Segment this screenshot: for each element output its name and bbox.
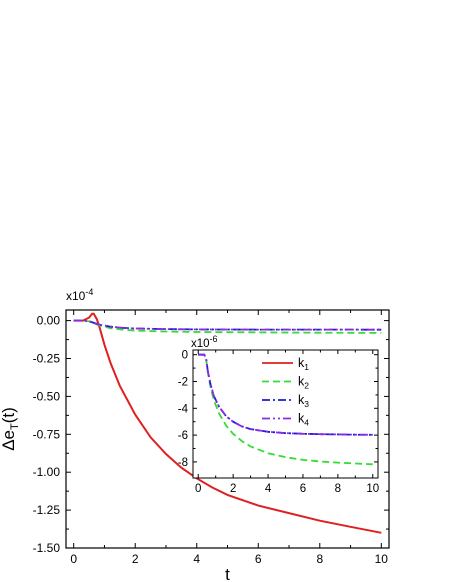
main-x-tick-label: 10 bbox=[375, 552, 389, 566]
main-x-tick-label: 6 bbox=[255, 552, 262, 566]
main-x-axis-ticks: 0 2 4 6 8 10 bbox=[70, 310, 388, 566]
inset-y-tick-label: -2 bbox=[178, 376, 188, 388]
inset-series-line-k2 bbox=[198, 353, 373, 466]
main-y-tick-label: -0.25 bbox=[33, 352, 61, 366]
main-axis-multiplier-base: x10 bbox=[66, 289, 86, 303]
legend-label-text: k bbox=[298, 412, 305, 426]
main-axis-multiplier-exponent: -4 bbox=[85, 287, 93, 297]
inset-x-tick-label: 4 bbox=[265, 483, 272, 495]
main-x-axis-title: t bbox=[225, 565, 230, 582]
legend-label-k2: k2 bbox=[298, 375, 309, 391]
main-series-line-k2 bbox=[73, 319, 382, 334]
main-y-tick-label: -0.75 bbox=[33, 427, 61, 441]
legend-label-subscript: 1 bbox=[304, 362, 309, 372]
inset-y-axis-ticks: 0 -2 -4 -6 -8 bbox=[178, 350, 378, 469]
inset-x-tick-label: 0 bbox=[195, 483, 201, 495]
main-chart: 0 2 4 6 8 10 0.00-0.25-0.50-0.75-1.00-1.25-1.… bbox=[0, 287, 390, 582]
inset-x-tick-label: 2 bbox=[230, 483, 236, 495]
inset-series-group bbox=[198, 353, 373, 466]
main-x-tick-label: 8 bbox=[316, 552, 323, 566]
main-x-tick-label: 0 bbox=[70, 552, 77, 566]
main-y-axis-title: ΔeT(t) bbox=[0, 407, 21, 451]
legend-label-k4: k4 bbox=[298, 412, 309, 428]
legend-label-subscript: 2 bbox=[304, 381, 309, 391]
main-y-tick-label: -1.25 bbox=[33, 503, 61, 517]
legend-label-text: k bbox=[298, 393, 305, 407]
main-y-axis-ticks: 0.00 -0.25 -0.50 -0.75 -1.00 -1.25 -1.50 bbox=[33, 314, 389, 555]
main-x-tick-label: 4 bbox=[193, 552, 200, 566]
inset-series-line-k3 bbox=[198, 353, 373, 436]
main-y-tick-label: -1.50 bbox=[33, 541, 61, 555]
main-series-line-k4 bbox=[73, 319, 382, 331]
legend-label-subscript: 4 bbox=[304, 418, 309, 428]
legend-label-k1: k1 bbox=[298, 356, 309, 372]
main-x-tick-label: 2 bbox=[132, 552, 139, 566]
main-y-axis-title-main: Δe bbox=[0, 430, 18, 451]
inset-background bbox=[193, 350, 378, 478]
inset-x-tick-label: 8 bbox=[335, 483, 341, 495]
inset-x-tick-label: 10 bbox=[366, 483, 379, 495]
inset-y-tick-label: -8 bbox=[178, 457, 188, 469]
inset-axis-multiplier-exponent: -6 bbox=[210, 334, 218, 344]
main-y-axis-title-tail: (t) bbox=[0, 407, 18, 423]
legend-label-subscript: 3 bbox=[304, 399, 309, 409]
main-y-axis-title-sub: T bbox=[9, 423, 21, 430]
main-y-tick-label: -0.50 bbox=[33, 389, 61, 403]
inset-axis-multiplier-base: x10 bbox=[191, 338, 210, 350]
main-series-line-k1 bbox=[73, 312, 382, 534]
main-axis-multiplier: x10-4 bbox=[66, 287, 93, 303]
inset-y-tick-label: -6 bbox=[178, 430, 188, 442]
main-y-tick-label: -1.00 bbox=[33, 465, 61, 479]
inset-x-tick-label: 6 bbox=[300, 483, 306, 495]
legend-label-text: k bbox=[298, 375, 305, 389]
legend-label-k3: k3 bbox=[298, 393, 309, 409]
main-series-group bbox=[73, 312, 382, 534]
inset-axis-multiplier: x10-6 bbox=[191, 334, 218, 350]
inset-x-axis-ticks: 0 2 4 6 8 10 bbox=[195, 350, 379, 495]
inset-y-tick-label: -4 bbox=[178, 403, 189, 415]
inset-series-line-k4 bbox=[198, 353, 373, 436]
legend-label-text: k bbox=[298, 356, 305, 370]
inset-y-tick-label: 0 bbox=[182, 350, 188, 362]
main-y-tick-label: 0.00 bbox=[37, 314, 61, 328]
